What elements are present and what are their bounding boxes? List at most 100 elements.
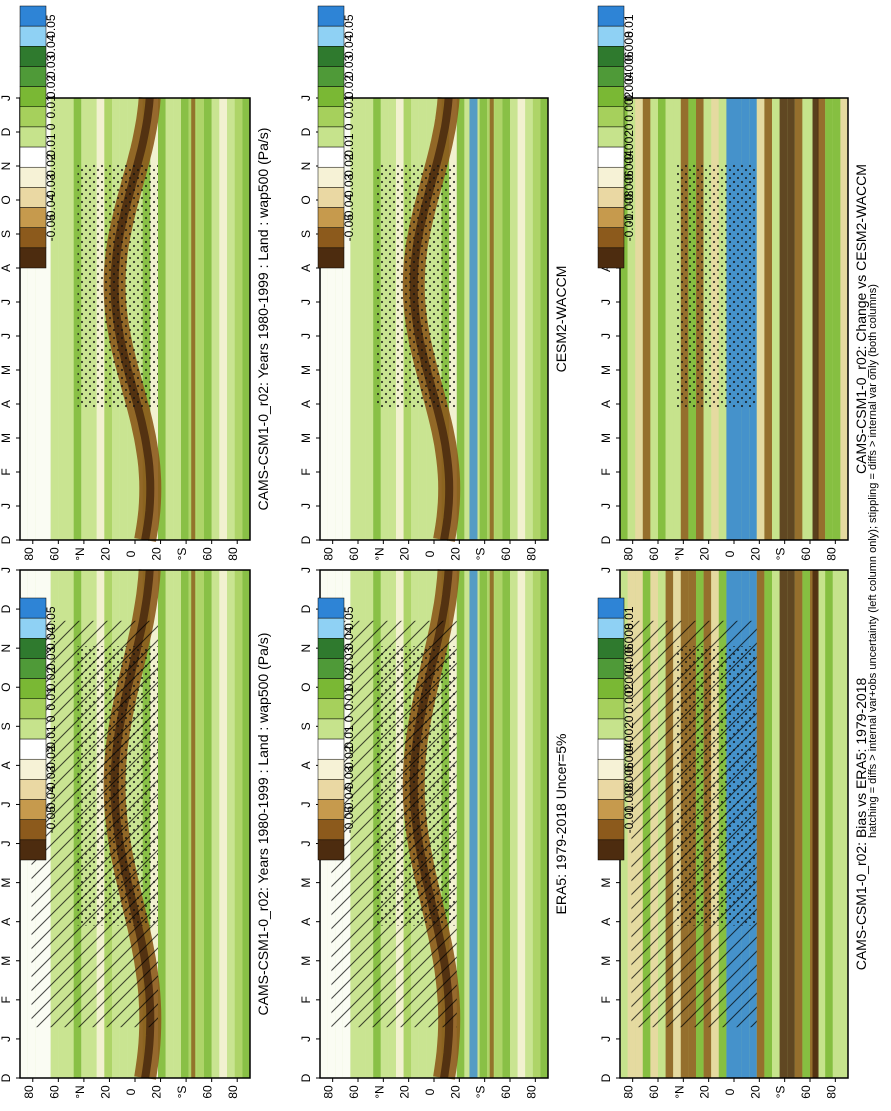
lat-tick-label: 80: [622, 1085, 636, 1099]
southern-band: [191, 570, 196, 1078]
month-tick-label: F: [599, 468, 613, 475]
colorbar-swatch: [19, 126, 47, 148]
lat-band: [840, 570, 848, 1078]
panel-title: CAMS-CSM1-0_r02: Change vs CESM2-WACCM: [853, 164, 869, 474]
lat-band: [756, 570, 765, 1078]
colorbar-label: 0.004: [622, 663, 636, 693]
lat-tick-label: 20: [698, 1085, 712, 1099]
lat-band: [20, 98, 28, 540]
colorbar-swatch: [19, 86, 47, 108]
month-tick-label: D: [299, 127, 313, 136]
colorbar-label: -0.01: [342, 133, 356, 161]
colorbar-label: 0.01: [622, 14, 636, 38]
month-tick-label: D: [599, 535, 613, 544]
month-tick-label: M: [299, 956, 313, 966]
lat-band: [642, 98, 651, 540]
lat-tick-label: 60: [347, 1085, 361, 1099]
lat-tick-label: 20: [748, 1085, 762, 1099]
colorbar-swatch: [317, 617, 345, 639]
colorbar-label: 0.01: [622, 606, 636, 630]
month-tick-label: J: [599, 503, 613, 509]
lat-band: [817, 98, 826, 540]
colorbar-label: -0.03: [44, 765, 58, 793]
lat-tick-label: 60: [499, 547, 513, 561]
month-tick-label: J: [299, 567, 313, 573]
lat-band: [66, 98, 74, 540]
lat-band: [219, 570, 227, 1078]
colorbar-label: 0.01: [44, 95, 58, 119]
colorbar-swatch: [317, 698, 345, 720]
colorbar: 0.050.040.030.020.010-0.01-0.02-0.03-0.0…: [19, 597, 58, 861]
month-tick-label: A: [299, 918, 313, 926]
colorbar-swatch: [317, 66, 345, 87]
colorbar-label: -0.03: [44, 173, 58, 201]
lat-band: [779, 570, 788, 1078]
colorbar-swatch: [19, 678, 47, 700]
month-tick-label: O: [299, 683, 313, 692]
lat-band: [196, 570, 204, 1078]
lat-tick-label: °N: [73, 547, 87, 560]
lat-band: [234, 98, 243, 540]
lat-tick-label: 20: [448, 547, 462, 561]
lat-band: [234, 570, 243, 1078]
lat-tick-label: °N: [672, 547, 686, 560]
colorbar-swatch: [597, 86, 625, 108]
lat-band: [211, 98, 220, 540]
lat-tick-label: 20: [748, 547, 762, 561]
lat-tick-label: 60: [347, 547, 361, 561]
colorbar-label: -0.01: [44, 725, 58, 753]
lat-band: [620, 98, 628, 540]
lat-band: [510, 98, 518, 540]
month-tick-label: J: [599, 567, 613, 573]
colorbar-label: 0.03: [44, 54, 58, 78]
colorbar-label: 0: [622, 715, 636, 722]
lat-band: [320, 98, 328, 540]
colorbar-swatch: [317, 86, 345, 108]
colorbar-swatch: [317, 106, 345, 128]
lat-band: [635, 98, 643, 540]
panel-p5: CESM2-WACCM D J F M A M J J A S O N D J 80 60 °N 20 0 20 °S 60…: [299, 95, 569, 561]
colorbar-label: 0: [342, 715, 356, 722]
month-tick-label: M: [599, 433, 613, 443]
colorbar-swatch: [597, 66, 625, 87]
lat-band: [242, 570, 250, 1078]
colorbar-label: 0.03: [342, 646, 356, 670]
colorbar-swatch: [597, 758, 625, 780]
lat-band: [764, 98, 772, 540]
stippling-overlay: [677, 646, 757, 926]
colorbar-swatch: [19, 597, 47, 619]
lat-band: [794, 98, 803, 540]
colorbar-swatch: [19, 187, 47, 208]
month-tick-label: N: [299, 162, 313, 171]
lat-band: [350, 98, 358, 540]
month-tick-label: J: [299, 1036, 313, 1042]
month-tick-label: M: [0, 956, 13, 966]
lat-tick-label: °S: [175, 548, 189, 561]
lat-band: [779, 98, 788, 540]
colorbar-label: 0.01: [342, 687, 356, 711]
month-tick-label: M: [299, 878, 313, 888]
lat-band: [242, 98, 250, 540]
month-tick-label: D: [0, 535, 13, 544]
lat-tick-label: 20: [150, 1085, 164, 1099]
colorbar-swatch: [597, 819, 625, 841]
panel-title: CAMS-CSM1-0_r02: Bias vs ERA5: 1979-2018: [853, 678, 869, 971]
month-tick-label: S: [299, 230, 313, 238]
colorbar-swatch: [19, 106, 47, 128]
colorbar-swatch: [19, 166, 47, 188]
month-tick-label: J: [299, 333, 313, 339]
colorbar-swatch: [597, 799, 625, 820]
colorbar-swatch: [317, 166, 345, 188]
lat-band: [464, 570, 472, 1078]
lat-band: [165, 98, 174, 540]
month-tick-label: S: [299, 722, 313, 730]
panel-title: CESM2-WACCM: [553, 266, 569, 373]
lat-band: [479, 570, 488, 1078]
colorbar-label: -0.008: [622, 190, 636, 224]
lat-band: [665, 98, 674, 540]
lat-band: [358, 98, 366, 540]
lat-tick-label: 0: [124, 1088, 138, 1095]
lat-tick-label: 80: [524, 1085, 538, 1099]
lat-tick-label: 80: [824, 547, 838, 561]
